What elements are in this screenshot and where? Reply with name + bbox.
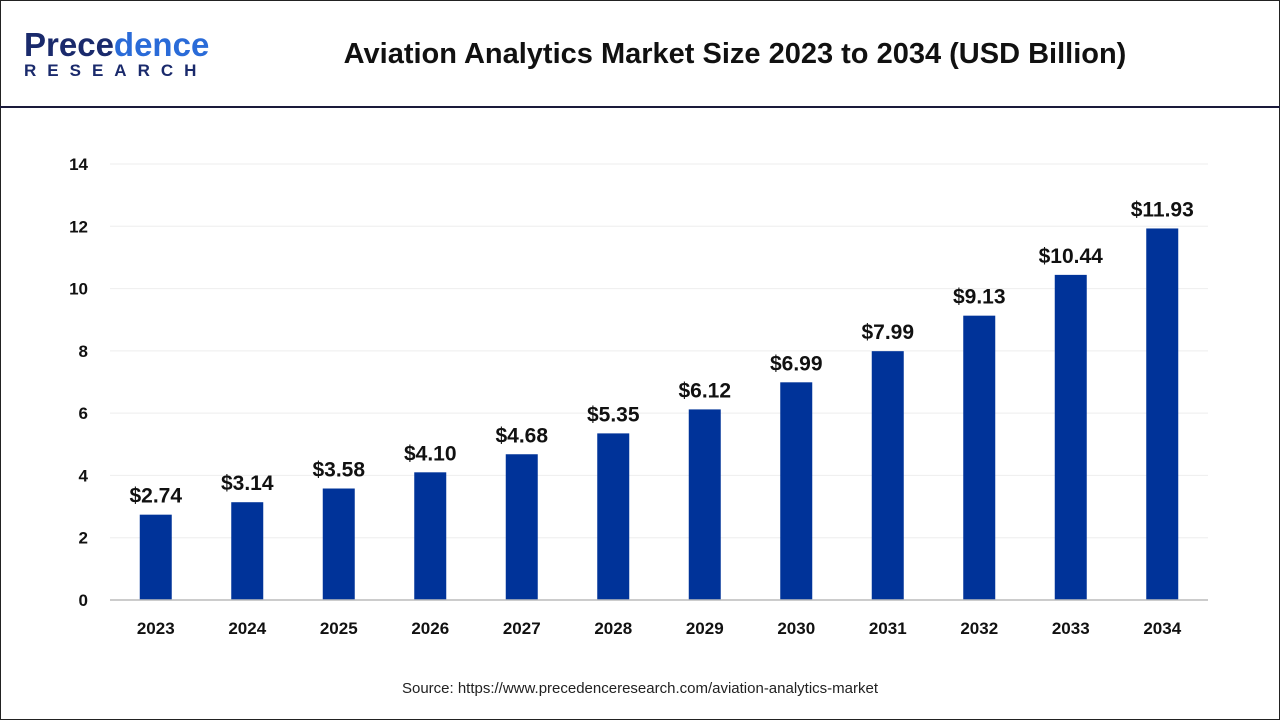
- x-tick-label: 2026: [411, 619, 449, 638]
- x-tick-label: 2032: [960, 619, 998, 638]
- source-text: Source: https://www.precedenceresearch.c…: [401, 680, 879, 697]
- bar-2024: [231, 502, 264, 600]
- data-label: $10.44: [1039, 245, 1104, 268]
- x-tick-label: 2031: [869, 619, 907, 638]
- data-label: $7.99: [861, 321, 914, 344]
- y-tick-label: 4: [79, 466, 89, 485]
- y-tick-label: 12: [69, 217, 88, 236]
- y-tick-label: 2: [79, 529, 88, 548]
- data-label: $3.58: [312, 459, 365, 482]
- bar-2026: [414, 472, 447, 600]
- y-tick-label: 14: [69, 155, 88, 174]
- logo-rece: rece: [46, 26, 114, 63]
- data-label: $5.35: [587, 403, 640, 426]
- logo-dence: dence: [113, 26, 210, 63]
- data-label: $9.13: [953, 286, 1006, 309]
- y-tick-label: 8: [79, 342, 88, 361]
- y-tick-label: 10: [69, 280, 88, 299]
- x-tick-label: 2034: [1143, 619, 1181, 638]
- data-label: $11.93: [1131, 198, 1194, 221]
- logo-p: P: [24, 26, 47, 63]
- data-label: $2.74: [129, 485, 182, 508]
- logo: Precedence RESEARCH: [24, 28, 209, 80]
- bar-2030: [780, 382, 813, 600]
- bar-2027: [505, 454, 538, 600]
- x-tick-label: 2028: [594, 619, 632, 638]
- x-tick-label: 2027: [503, 619, 541, 638]
- data-label: $6.12: [678, 379, 731, 402]
- bar-2034: [1146, 228, 1179, 601]
- data-label: $3.14: [221, 472, 274, 495]
- bar-2025: [322, 488, 355, 600]
- x-tick-label: 2023: [137, 619, 175, 638]
- bar-2029: [688, 409, 721, 600]
- chart-title: Aviation Analytics Market Size 2023 to 2…: [343, 38, 1127, 70]
- x-tick-label: 2024: [228, 619, 266, 638]
- bar-2028: [597, 433, 630, 600]
- x-tick-label: 2025: [320, 619, 358, 638]
- bar-2023: [139, 514, 172, 600]
- data-label: $4.68: [495, 424, 548, 447]
- data-label: $6.99: [770, 352, 823, 375]
- logo-research: RESEARCH: [24, 61, 208, 80]
- data-label: $4.10: [404, 442, 457, 465]
- bar-2032: [963, 315, 996, 600]
- x-tick-label: 2029: [686, 619, 724, 638]
- y-tick-label: 0: [79, 591, 88, 610]
- x-tick-label: 2033: [1052, 619, 1090, 638]
- bar-2033: [1054, 274, 1087, 600]
- bar-2031: [871, 351, 904, 600]
- y-tick-label: 6: [79, 404, 88, 423]
- header: Precedence RESEARCH Aviation Analytics M…: [0, 0, 1280, 108]
- x-tick-label: 2030: [777, 619, 815, 638]
